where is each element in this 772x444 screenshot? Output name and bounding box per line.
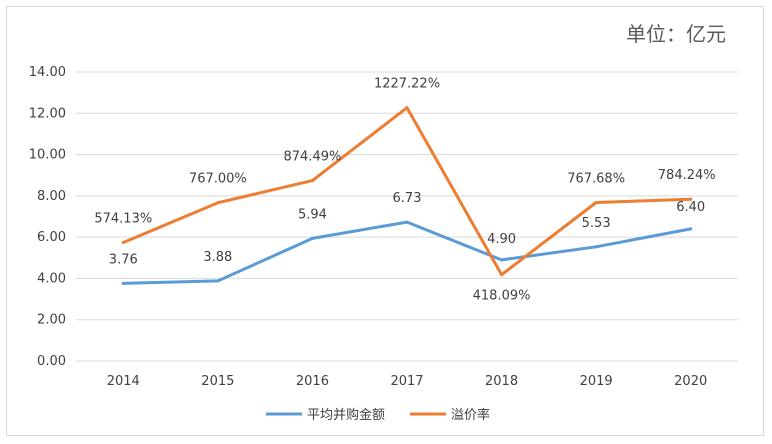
data-label: 3.76 bbox=[109, 252, 138, 267]
legend-label-2: 溢价率 bbox=[451, 407, 490, 423]
data-label: 784.24% bbox=[658, 168, 716, 183]
data-point bbox=[500, 273, 504, 277]
data-point bbox=[594, 245, 598, 249]
data-point bbox=[594, 200, 598, 204]
y-tick-label: 6.00 bbox=[37, 230, 66, 245]
data-point bbox=[500, 258, 504, 262]
y-tick-label: 14.00 bbox=[29, 65, 66, 80]
data-label: 6.73 bbox=[393, 191, 422, 206]
x-tick-label: 2019 bbox=[580, 374, 613, 389]
data-point bbox=[121, 241, 125, 245]
data-label: 5.53 bbox=[582, 216, 611, 231]
data-point bbox=[216, 201, 220, 205]
data-label: 6.40 bbox=[676, 200, 705, 215]
data-point bbox=[405, 106, 409, 110]
data-label: 767.00% bbox=[189, 172, 247, 187]
y-tick-label: 4.00 bbox=[37, 271, 66, 286]
data-point bbox=[405, 220, 409, 224]
x-tick-label: 2014 bbox=[107, 374, 140, 389]
x-tick-label: 2017 bbox=[390, 374, 423, 389]
data-point bbox=[689, 197, 693, 201]
y-tick-label: 12.00 bbox=[29, 106, 66, 121]
data-label: 874.49% bbox=[284, 150, 342, 165]
x-tick-label: 2016 bbox=[296, 374, 329, 389]
data-label: 4.90 bbox=[487, 232, 516, 247]
legend-label-1: 平均并购金额 bbox=[307, 407, 385, 423]
data-point bbox=[216, 279, 220, 283]
data-point bbox=[121, 281, 125, 285]
y-tick-label: 10.00 bbox=[29, 148, 66, 163]
data-point bbox=[689, 227, 693, 231]
data-label: 418.09% bbox=[473, 289, 531, 304]
chart-frame bbox=[6, 6, 764, 436]
data-label: 767.68% bbox=[567, 171, 625, 186]
data-label: 1227.22% bbox=[374, 77, 440, 92]
x-tick-label: 2018 bbox=[485, 374, 518, 389]
data-label: 574.13% bbox=[94, 212, 152, 227]
x-tick-label: 2020 bbox=[674, 374, 707, 389]
y-tick-label: 0.00 bbox=[37, 354, 66, 369]
data-label: 3.88 bbox=[203, 250, 232, 265]
unit-label: 单位：亿元 bbox=[626, 22, 726, 46]
x-tick-label: 2015 bbox=[201, 374, 234, 389]
y-tick-label: 8.00 bbox=[37, 189, 66, 204]
data-label: 5.94 bbox=[298, 207, 327, 222]
data-point bbox=[310, 179, 314, 183]
data-point bbox=[310, 236, 314, 240]
y-tick-label: 2.00 bbox=[37, 313, 66, 328]
